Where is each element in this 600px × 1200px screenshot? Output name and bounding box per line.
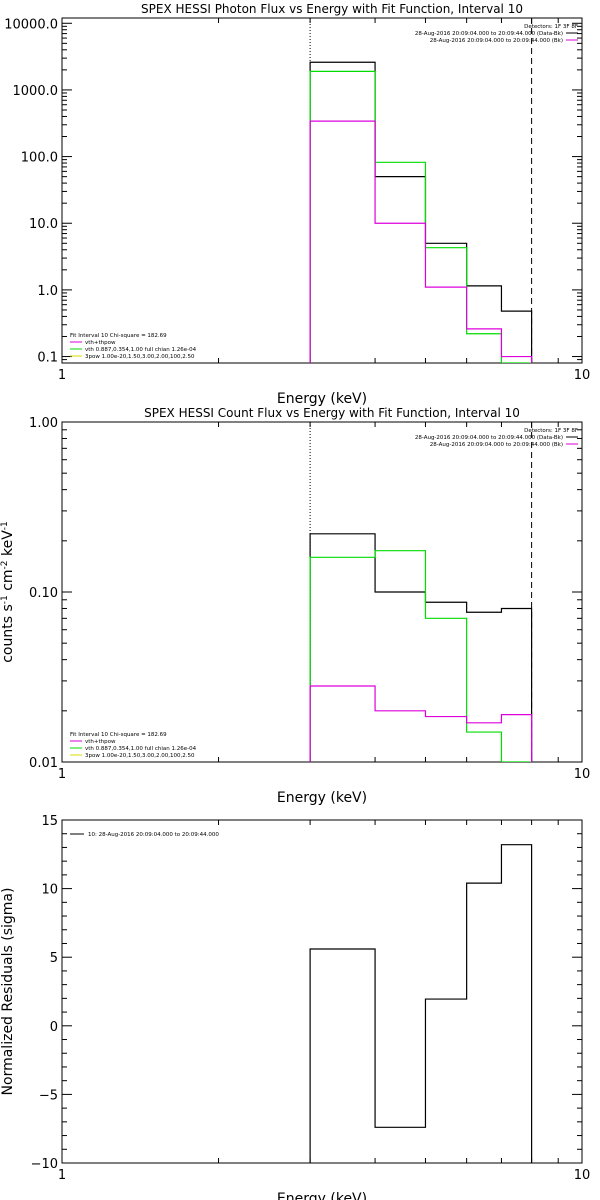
y-tick-label: 1000.0	[13, 84, 59, 99]
data-layer	[309, 533, 533, 762]
x-axis-label: Energy (keV)	[277, 391, 367, 407]
legend-entry: 3pow 1.00e-20,1.50,3.00,2.00,100,2.50	[85, 753, 195, 759]
legend-detectors: Detectors: 1F 3F 8F	[524, 24, 578, 30]
x-tick-label: 10	[574, 1168, 591, 1183]
y-tick-label: 0	[50, 1020, 58, 1035]
y-axis-label: Normalized Residuals (sigma)	[0, 888, 16, 1096]
histogram-series-2	[309, 70, 532, 363]
x-tick-label: 1	[58, 767, 66, 782]
legend-detectors: Detectors: 1F 3F 8F	[524, 428, 578, 434]
legend-entry: 28-Aug-2016 20:09:04.000 to 20:09:44.000…	[415, 435, 563, 441]
x-axis-label: Energy (keV)	[277, 790, 367, 806]
y-tick-label: 0.01	[29, 756, 58, 771]
plot-frame	[61, 819, 583, 1164]
y-tick-label: 1.00	[29, 416, 58, 431]
x-tick-label: 1	[58, 1168, 66, 1183]
legend-entry: 28-Aug-2016 20:09:04.000 to 20:09:44.000…	[430, 442, 563, 448]
legend-entry: 10: 28-Aug-2016 20:09:04.000 to 20:09:44…	[88, 832, 219, 838]
y-tick-label: 15	[41, 814, 58, 829]
legend-entry: vth 0.887,0.354,1.00 full chian 1.26e-04	[85, 347, 197, 353]
x-tick-label: 10	[574, 767, 591, 782]
legend-entry: 28-Aug-2016 20:09:04.000 to 20:09:44.000…	[430, 38, 563, 44]
y-tick-label: −10	[31, 1157, 58, 1172]
x-tick-label: 10	[574, 368, 591, 383]
y-tick-label: 0.1	[37, 351, 58, 366]
legend-entry: 3pow 1.00e-20,1.50,3.00,2.00,100,2.50	[85, 354, 195, 360]
plot-frame	[61, 421, 583, 763]
chart-title: SPEX HESSI Count Flux vs Energy with Fit…	[144, 406, 520, 420]
x-axis-label: Energy (keV)	[277, 1191, 367, 1200]
y-tick-label: 100.0	[21, 151, 58, 166]
legend-entry: vth+thpow	[85, 739, 116, 745]
histogram-series-2	[309, 550, 532, 762]
chart-title: SPEX HESSI Photon Flux vs Energy with Fi…	[141, 2, 523, 16]
legend-entry: vth 0.887,0.354,1.00 full chian 1.26e-04	[85, 746, 197, 752]
data-layer	[309, 61, 533, 363]
legend-fit-header: Fit Interval 10 Chi-square = 182.69	[70, 732, 167, 738]
y-tick-label: 1.0	[37, 284, 58, 299]
histogram-series-3	[309, 120, 533, 363]
y-tick-label: 0.10	[29, 586, 58, 601]
legend-fit-header: Fit Interval 10 Chi-square = 182.69	[70, 333, 167, 339]
data-layer	[309, 844, 533, 1163]
legend-entry: vth+thpow	[85, 340, 116, 346]
chart-panel-1: SPEX HESSI Photon Flux vs Energy with Fi…	[4, 2, 590, 407]
histogram-series-1	[309, 844, 533, 1163]
x-tick-label: 1	[58, 368, 66, 383]
histogram-series-1	[309, 533, 533, 762]
legend-entry: 28-Aug-2016 20:09:04.000 to 20:09:44.000…	[415, 31, 563, 37]
chart-panel-2: SPEX HESSI Count Flux vs Energy with Fit…	[0, 406, 590, 806]
y-tick-label: −5	[39, 1088, 58, 1103]
chart-panel-3: 1 10 −10 −5 0 5 10 15 Energy (keV) Normalized Res…	[0, 814, 590, 1200]
histogram-series-1	[309, 61, 533, 363]
y-tick-label: 10.0	[29, 217, 58, 232]
histogram-series-3	[309, 685, 533, 762]
y-tick-label: 10	[41, 883, 58, 898]
y-tick-label: 10000.0	[4, 17, 58, 32]
y-axis-label: counts s-1 cm-2 keV-1	[0, 521, 16, 663]
plot-frame	[61, 17, 583, 364]
y-tick-label: 5	[50, 951, 58, 966]
